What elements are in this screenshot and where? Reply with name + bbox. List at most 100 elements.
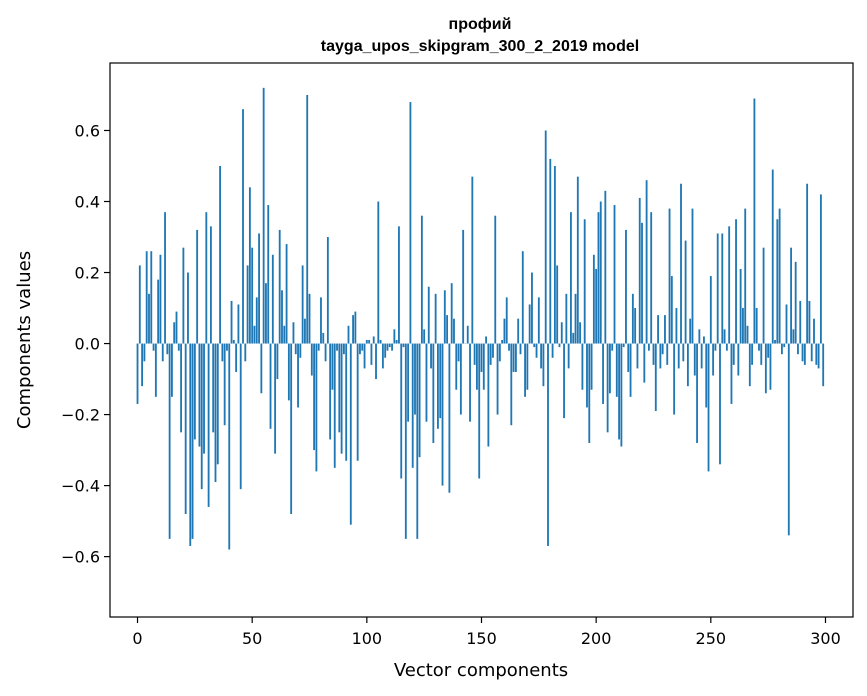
bar bbox=[193, 343, 196, 440]
bar bbox=[338, 343, 341, 433]
bar bbox=[235, 343, 238, 372]
bar bbox=[432, 343, 435, 443]
y-tick-label: 0.6 bbox=[75, 121, 100, 140]
bar bbox=[407, 343, 410, 422]
x-tick-label: 300 bbox=[810, 629, 841, 648]
bar bbox=[262, 87, 265, 344]
bar bbox=[576, 176, 579, 344]
bar bbox=[239, 343, 242, 490]
bar bbox=[402, 343, 405, 348]
bar bbox=[301, 265, 304, 344]
bar bbox=[173, 322, 176, 344]
bar bbox=[290, 343, 293, 515]
bar bbox=[512, 343, 515, 372]
bar bbox=[473, 343, 476, 365]
bar bbox=[643, 343, 646, 383]
bar bbox=[698, 329, 701, 344]
bar bbox=[657, 315, 659, 344]
bar bbox=[647, 343, 650, 351]
chart-title: профий bbox=[449, 16, 512, 33]
bar bbox=[668, 208, 671, 344]
bar bbox=[725, 343, 728, 351]
bar bbox=[563, 343, 565, 419]
bar bbox=[212, 343, 215, 433]
bar bbox=[762, 247, 765, 344]
bar bbox=[620, 343, 623, 447]
bar bbox=[313, 343, 316, 451]
bar bbox=[760, 343, 763, 365]
bar bbox=[253, 325, 256, 344]
bar bbox=[143, 343, 146, 362]
bar bbox=[707, 343, 710, 472]
bar bbox=[187, 272, 189, 344]
bar bbox=[400, 343, 403, 479]
bar bbox=[166, 343, 169, 355]
bar bbox=[322, 332, 325, 344]
bar bbox=[505, 297, 508, 344]
bar bbox=[379, 340, 382, 344]
bar bbox=[691, 208, 694, 344]
bar bbox=[730, 343, 733, 404]
bar bbox=[737, 343, 740, 376]
bar bbox=[285, 244, 288, 344]
bar bbox=[810, 343, 813, 362]
bar bbox=[572, 332, 575, 344]
bar bbox=[228, 343, 231, 550]
bar bbox=[547, 343, 549, 546]
bar bbox=[556, 265, 559, 344]
bar bbox=[613, 205, 616, 344]
bar bbox=[384, 343, 387, 358]
bar bbox=[609, 343, 611, 394]
bar bbox=[602, 343, 604, 404]
bar bbox=[778, 208, 781, 344]
bar bbox=[700, 343, 703, 369]
bar bbox=[682, 343, 685, 362]
bar bbox=[336, 343, 338, 351]
bar bbox=[232, 340, 235, 344]
bar bbox=[294, 343, 297, 355]
bar bbox=[588, 343, 591, 443]
bar bbox=[466, 325, 469, 344]
bar bbox=[175, 311, 178, 344]
bar bbox=[758, 343, 760, 351]
bar bbox=[196, 229, 199, 344]
bar bbox=[281, 290, 283, 344]
bar bbox=[159, 254, 162, 344]
bar bbox=[267, 205, 270, 344]
bar bbox=[599, 201, 602, 344]
bar bbox=[469, 343, 471, 422]
bar bbox=[565, 293, 568, 344]
x-tick-label: 50 bbox=[242, 629, 262, 648]
bar bbox=[377, 201, 380, 344]
x-tick-label: 0 bbox=[132, 629, 142, 648]
bar bbox=[753, 98, 756, 344]
bar bbox=[287, 343, 290, 401]
bar bbox=[315, 343, 318, 472]
bar bbox=[393, 329, 396, 344]
bar bbox=[503, 318, 506, 344]
bar bbox=[244, 343, 247, 362]
bar bbox=[404, 343, 407, 539]
bar bbox=[618, 343, 621, 440]
bar bbox=[615, 343, 618, 397]
bar bbox=[524, 343, 526, 397]
bar bbox=[590, 343, 593, 390]
bar bbox=[631, 293, 634, 344]
bar bbox=[716, 233, 719, 344]
bar bbox=[501, 340, 504, 344]
bar bbox=[248, 187, 251, 344]
bar bbox=[567, 343, 570, 369]
bar bbox=[409, 102, 412, 344]
bar bbox=[537, 297, 540, 344]
bar bbox=[354, 311, 357, 344]
bar bbox=[189, 343, 192, 546]
bar bbox=[684, 240, 687, 344]
x-axis-ticks: 0 50 100 150 200 250 300 bbox=[132, 617, 841, 648]
bar bbox=[182, 247, 185, 344]
bar bbox=[388, 343, 391, 348]
bar bbox=[439, 343, 442, 419]
bar bbox=[638, 197, 641, 344]
bar bbox=[670, 276, 673, 344]
bar bbox=[216, 343, 219, 465]
bar bbox=[150, 251, 153, 344]
